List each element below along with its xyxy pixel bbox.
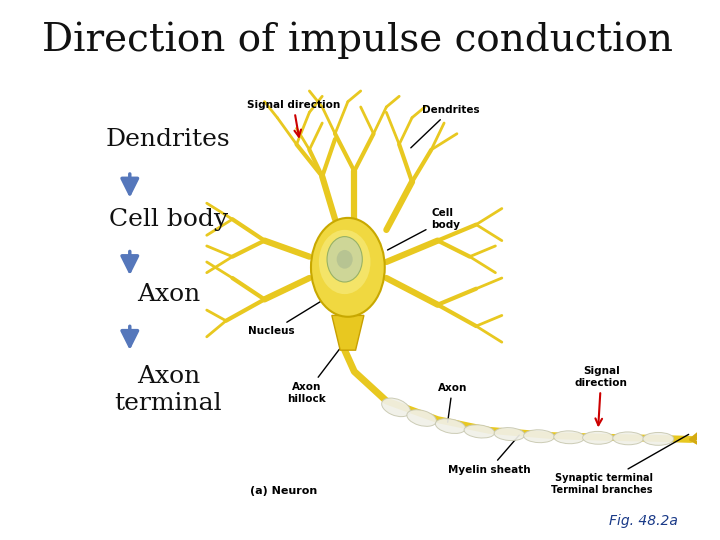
Text: Fig. 48.2a: Fig. 48.2a [609, 514, 678, 528]
Ellipse shape [311, 218, 384, 317]
Ellipse shape [643, 433, 674, 446]
Text: Axon: Axon [137, 282, 200, 306]
Ellipse shape [494, 428, 525, 441]
Ellipse shape [382, 398, 410, 417]
Ellipse shape [613, 432, 644, 445]
Ellipse shape [554, 431, 585, 444]
Text: Myelin sheath: Myelin sheath [448, 435, 531, 475]
Polygon shape [332, 315, 364, 350]
Text: Signal
direction: Signal direction [575, 366, 628, 425]
Ellipse shape [327, 237, 362, 282]
Text: Axon
terminal: Axon terminal [114, 366, 222, 415]
Text: Dendrites: Dendrites [411, 105, 480, 148]
Text: Axon
hillock: Axon hillock [287, 347, 341, 404]
Text: (a) Neuron: (a) Neuron [250, 487, 318, 496]
Ellipse shape [319, 230, 371, 294]
Text: Cell
body: Cell body [387, 208, 460, 250]
Text: Nucleus: Nucleus [248, 290, 339, 336]
Text: Axon: Axon [438, 382, 467, 422]
Text: Dendrites: Dendrites [106, 127, 230, 151]
Ellipse shape [523, 430, 554, 443]
Ellipse shape [464, 425, 495, 438]
Text: Signal direction: Signal direction [247, 100, 340, 137]
Text: Direction of impulse conduction: Direction of impulse conduction [42, 22, 673, 59]
Text: Synaptic terminal
Terminal branches: Synaptic terminal Terminal branches [551, 434, 688, 495]
Ellipse shape [436, 418, 466, 434]
Text: Cell body: Cell body [109, 208, 228, 231]
Ellipse shape [407, 410, 436, 426]
Ellipse shape [582, 431, 613, 444]
Ellipse shape [337, 250, 353, 269]
